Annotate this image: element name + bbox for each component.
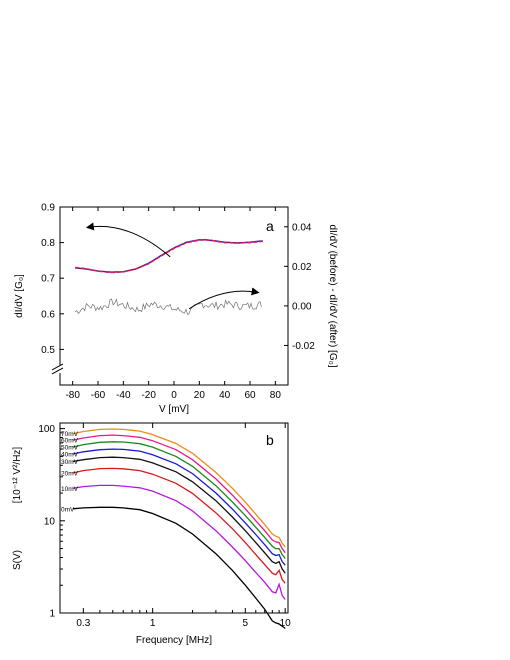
panel-a-series-group: [74, 238, 263, 316]
panel-a-y-tick-label: 0.7: [41, 274, 55, 285]
panel-b-series-20mV: [72, 467, 286, 584]
panel-b-series-label-40mV: 40mV: [61, 452, 79, 459]
panel-a-axis-break: [51, 363, 64, 375]
panel-a-y-axis-title: dI/dV [G₀]: [14, 274, 25, 318]
panel-a-conductance-before-line: [75, 238, 263, 274]
panel-a-axis-break-mark: [51, 367, 64, 375]
panel-b-series-10mV: [72, 484, 286, 600]
panel-b-y-axis-units: [10⁻¹² V²/Hz]: [12, 447, 23, 504]
panel-b-chart: 0.3 1 5 10 1 10 100 0mV 10mV 20mV 30mV40mV50mV60…: [12, 422, 291, 646]
panel-b-series-label-60mV: 60mV: [61, 438, 79, 445]
panel-a-axis-break-gap: [56, 364, 64, 373]
panel-b-series-30mV: [72, 456, 286, 574]
panel-b-series-label-50mV: 50mV: [61, 445, 79, 452]
panel-a-x-tick-label: 20: [194, 390, 206, 401]
panel-b-x-axis-title: Frequency [MHz]: [136, 635, 212, 646]
panel-a-y-tick-label: 0.5: [41, 345, 55, 356]
panel-a-x-axis: -80 -60 -40 -20 0 20 40 60 80: [65, 207, 281, 401]
panel-a-right-tick-label: 0.04: [292, 222, 312, 233]
panel-a-x-axis-title: V [mV]: [159, 404, 189, 415]
panel-b-series-label-30mV: 30mV: [61, 459, 79, 466]
panel-a-right-tick-label: -0.02: [292, 341, 315, 352]
panel-a-x-tick-label: 40: [219, 390, 231, 401]
panel-b-x-tick-label: 10: [280, 618, 292, 629]
panel-a-x-tick-label: 80: [270, 390, 282, 401]
panel-a-y-tick-label: 0.6: [41, 309, 55, 320]
panel-b-y-tick-label: 1: [49, 609, 55, 620]
panel-a-x-tick-label: -80: [65, 390, 80, 401]
panel-a-plot-frame: [59, 206, 289, 386]
panel-a-chart: -80 -60 -40 -20 0 20 40 60 80 0.5 0.6 0.7 0.8 0.9 -0…: [14, 203, 338, 416]
panel-a-right-tick-label: 0.02: [292, 262, 312, 273]
panel-a-y-tick-label: 0.8: [41, 238, 55, 249]
panel-a-right-axis-title: dI/dV (before) - dI/dV (after) [G₀]: [327, 224, 338, 367]
panel-b-y-tick-label: 100: [38, 424, 55, 435]
panel-b-series-label-20mV: 20mV: [61, 470, 79, 477]
panel-a-x-tick-label: 60: [244, 390, 256, 401]
panel-b-series-40mV: [72, 448, 286, 566]
panel-b-y-tick-label: 10: [44, 516, 56, 527]
panel-b-series-0mV: [72, 506, 286, 629]
panel-b-series-60mV: [72, 434, 286, 554]
panel-a-right-tick-label: 0.00: [292, 301, 312, 312]
panel-b-series-group: [72, 428, 286, 629]
panel-a-arrows: [85, 222, 260, 310]
panel-b-series-50mV: [72, 441, 286, 559]
panel-b-series-label-70mV: 70mV: [61, 431, 79, 438]
panel-b-series-label-0mV: 0mV: [61, 506, 75, 513]
panel-b-y-axis-title: S(V): [12, 550, 23, 570]
panel-b-series-label-10mV: 10mV: [61, 486, 79, 493]
panel-b-x-tick-label: 0.3: [76, 618, 90, 629]
panel-b-x-axis: 0.3 1 5 10: [76, 423, 291, 629]
panel-b-letter: b: [266, 432, 274, 448]
panel-b-plot-frame: [59, 422, 289, 614]
panel-a-axis-break-mark: [51, 363, 64, 371]
panel-a-x-tick-label: 0: [171, 390, 177, 401]
panel-a-letter: a: [266, 218, 274, 234]
panel-a-right-axis-arrow: [188, 287, 260, 310]
panel-b-series-70mV: [72, 428, 286, 548]
panel-a-difference-trace: [74, 298, 262, 316]
panel-a-left-axis-arrow: [85, 222, 171, 258]
panel-a-x-tick-label: -60: [91, 390, 106, 401]
panel-b-x-tick-label: 1: [150, 618, 156, 629]
panel-b-y-axis: 1 10 100: [38, 424, 65, 620]
panel-a-x-tick-label: -40: [116, 390, 131, 401]
panel-a-y-axis-left: 0.5 0.6 0.7 0.8 0.9: [41, 203, 64, 356]
panel-a-y-tick-label: 0.9: [41, 203, 55, 214]
panel-a-y-axis-right: -0.02 0.00 0.02 0.04: [284, 222, 315, 352]
panel-b-x-tick-label: 5: [243, 618, 249, 629]
panel-a-x-tick-label: -20: [141, 390, 156, 401]
